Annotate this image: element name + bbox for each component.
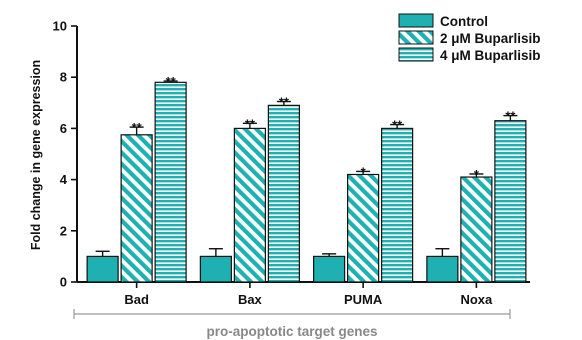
bar — [154, 81, 187, 283]
significance-label: ** — [505, 109, 516, 124]
bar — [313, 255, 346, 283]
y-tick-label: 2 — [60, 223, 67, 238]
y-tick-label: 4 — [60, 172, 68, 187]
significance-label: * — [361, 164, 367, 179]
significance-label: ** — [392, 118, 403, 133]
y-tick-label: 6 — [60, 121, 67, 136]
category-bracket: pro-apoptotic target genes — [73, 309, 511, 339]
legend-swatch-2um — [398, 30, 434, 45]
significance-label: * — [474, 167, 480, 182]
bar — [460, 176, 493, 283]
legend-label-control: Control — [440, 14, 488, 29]
x-tick-label: Bad — [124, 292, 149, 307]
bar — [199, 255, 232, 283]
bar — [494, 120, 527, 283]
y-axis-title: Fold change in gene expression — [29, 60, 43, 250]
y-tick-label: 8 — [60, 70, 67, 85]
y-tick-label: 0 — [60, 275, 67, 290]
x-tick-label: PUMA — [344, 292, 383, 307]
bar-layer — [86, 80, 527, 283]
x-tick-label: Bax — [238, 292, 263, 307]
significance-label: ** — [279, 95, 290, 110]
bar — [347, 173, 380, 283]
y-tick-label: 10 — [53, 19, 67, 34]
significance-label: ** — [132, 120, 143, 135]
bar — [233, 127, 266, 283]
legend: Control 2 μM Buparlisib 4 μM Buparlisib — [398, 13, 541, 63]
label-layer: Bad****Bax****PUMA***Noxa*** — [124, 74, 516, 307]
significance-label: ** — [245, 116, 256, 131]
legend-swatch-control — [398, 13, 434, 28]
bar — [267, 104, 300, 283]
legend-label-2um: 2 μM Buparlisib — [440, 31, 541, 46]
bar — [120, 134, 153, 283]
bar — [86, 255, 119, 283]
x-tick-label: Noxa — [460, 292, 493, 307]
legend-swatch-4um — [398, 47, 434, 62]
bar — [426, 255, 459, 283]
significance-label: ** — [166, 74, 177, 89]
bracket-label: pro-apoptotic target genes — [206, 324, 377, 339]
bar — [381, 127, 414, 283]
legend-label-4um: 4 μM Buparlisib — [440, 48, 541, 63]
